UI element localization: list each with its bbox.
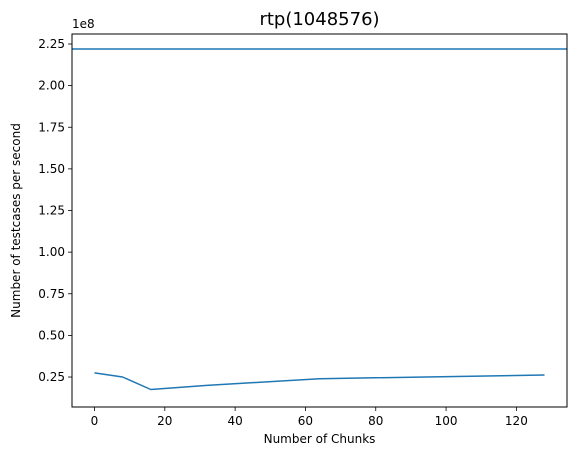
chart-title: rtp(1048576): [259, 9, 379, 30]
plot-frame: [71, 33, 568, 408]
y-tick-label: 0.75: [38, 287, 65, 301]
y-tick-label: 1.00: [38, 245, 65, 259]
x-tick-label: 100: [435, 414, 458, 428]
y-tick-label: 2.00: [38, 79, 65, 93]
x-tick-label: 0: [91, 414, 99, 428]
y-axis-label: Number of testcases per second: [9, 123, 23, 318]
x-tick-label: 60: [298, 414, 313, 428]
x-tick-label: 120: [505, 414, 528, 428]
y-tick-label: 0.25: [38, 370, 65, 384]
y-axis-ticks: 0.25 0.50 0.75 1.00 1.25 1.50 1.75 2.00 2.25: [38, 37, 72, 384]
x-tick-label: 80: [368, 414, 383, 428]
y-axis-offset-label: 1e8: [72, 17, 95, 31]
y-tick-label: 1.75: [38, 120, 65, 134]
series-line-0: [94, 372, 545, 391]
y-tick-label: 1.50: [38, 162, 65, 176]
x-axis-ticks: 0 20 40 60 80 100 120: [91, 407, 528, 428]
plot-area: [72, 48, 567, 391]
y-tick-label: 0.50: [38, 328, 65, 342]
x-tick-label: 20: [157, 414, 172, 428]
x-axis-label: Number of Chunks: [264, 432, 376, 446]
x-tick-label: 40: [227, 414, 242, 428]
y-tick-label: 1.25: [38, 204, 65, 218]
y-tick-label: 2.25: [38, 37, 65, 51]
